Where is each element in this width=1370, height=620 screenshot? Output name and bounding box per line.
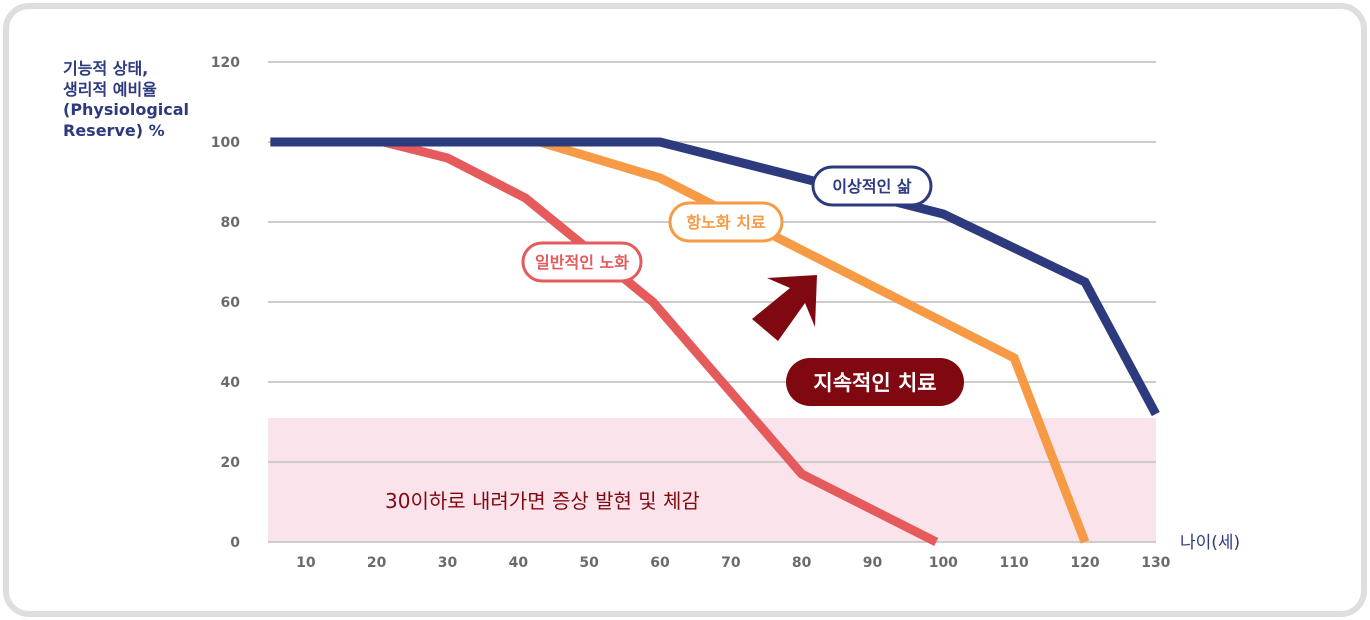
series-label: 항노화 치료	[686, 213, 765, 232]
y-tick-label: 0	[230, 535, 240, 551]
series-label-pill	[811, 165, 933, 207]
x-tick-label: 90	[863, 555, 883, 571]
x-tick-label: 80	[792, 555, 812, 571]
y-tick-label: 100	[211, 135, 240, 151]
y-axis-label-line: Reserve) %	[63, 121, 165, 140]
x-tick-label: 100	[929, 555, 958, 571]
y-axis-label-line: (Physiological	[63, 100, 189, 119]
x-tick-label: 10	[296, 555, 316, 571]
series-label: 일반적인 노화	[535, 253, 629, 272]
series-label: 이상적인 삶	[832, 177, 911, 196]
arrow-up-right-icon	[752, 275, 817, 341]
y-tick-label: 20	[221, 455, 241, 471]
x-tick-label: 20	[367, 555, 387, 571]
y-axis-label-line: 생리적 예비율	[63, 80, 157, 99]
x-tick-label: 50	[579, 555, 599, 571]
x-tick-label: 40	[509, 555, 529, 571]
y-tick-label: 80	[221, 215, 241, 231]
y-tick-label: 120	[211, 55, 240, 71]
x-tick-label: 120	[1070, 555, 1099, 571]
x-tick-label: 60	[650, 555, 670, 571]
y-tick-label: 60	[221, 295, 241, 311]
x-tick-label: 110	[1000, 555, 1029, 571]
x-tick-label: 70	[721, 555, 741, 571]
x-axis-label: 나이(세)	[1180, 533, 1240, 553]
series-label-pill	[521, 241, 643, 283]
callout-label: 지속적인 치료	[813, 371, 936, 395]
series-label-pill	[668, 201, 784, 243]
x-tick-label: 30	[438, 555, 458, 571]
band-annotation: 30이하로 내려가면 증상 발현 및 체감	[385, 489, 700, 513]
y-tick-label: 40	[221, 375, 241, 391]
callout-pill	[786, 358, 964, 406]
threshold-band	[268, 418, 1156, 542]
x-tick-label: 130	[1141, 555, 1170, 571]
y-axis-label-line: 기능적 상태,	[63, 59, 148, 78]
